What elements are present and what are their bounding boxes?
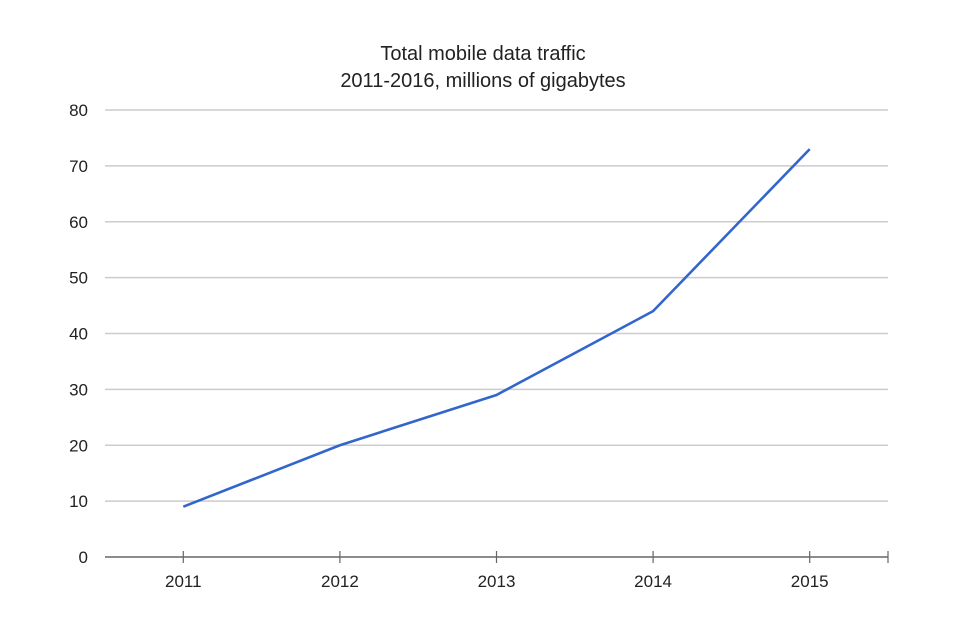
x-tick-label: 2015 xyxy=(791,572,829,591)
y-tick-label: 50 xyxy=(69,269,88,288)
x-tick-label: 2014 xyxy=(634,572,672,591)
y-tick-label: 30 xyxy=(69,380,88,399)
y-tick-label: 20 xyxy=(69,436,88,455)
series-line xyxy=(182,148,811,508)
chart-title: Total mobile data traffic xyxy=(380,43,585,65)
y-tick-label: 70 xyxy=(69,157,88,176)
y-tick-label: 0 xyxy=(79,548,88,567)
y-tick-label: 80 xyxy=(69,101,88,120)
y-axis-ticks: 0 10 20 30 40 50 60 70 80 xyxy=(69,101,88,567)
gridlines xyxy=(105,109,888,502)
x-tick-label: 2011 xyxy=(165,572,202,591)
x-tick-label: 2013 xyxy=(478,572,516,591)
chart-subtitle: 2011-2016, millions of gigabytes xyxy=(340,70,625,92)
y-tick-label: 60 xyxy=(69,213,88,232)
y-tick-label: 40 xyxy=(69,325,88,344)
y-tick-label: 10 xyxy=(69,492,88,511)
x-axis: 2011 2012 2013 2014 2015 xyxy=(105,551,889,591)
x-tick-label: 2012 xyxy=(321,572,359,591)
series-group xyxy=(182,148,811,508)
